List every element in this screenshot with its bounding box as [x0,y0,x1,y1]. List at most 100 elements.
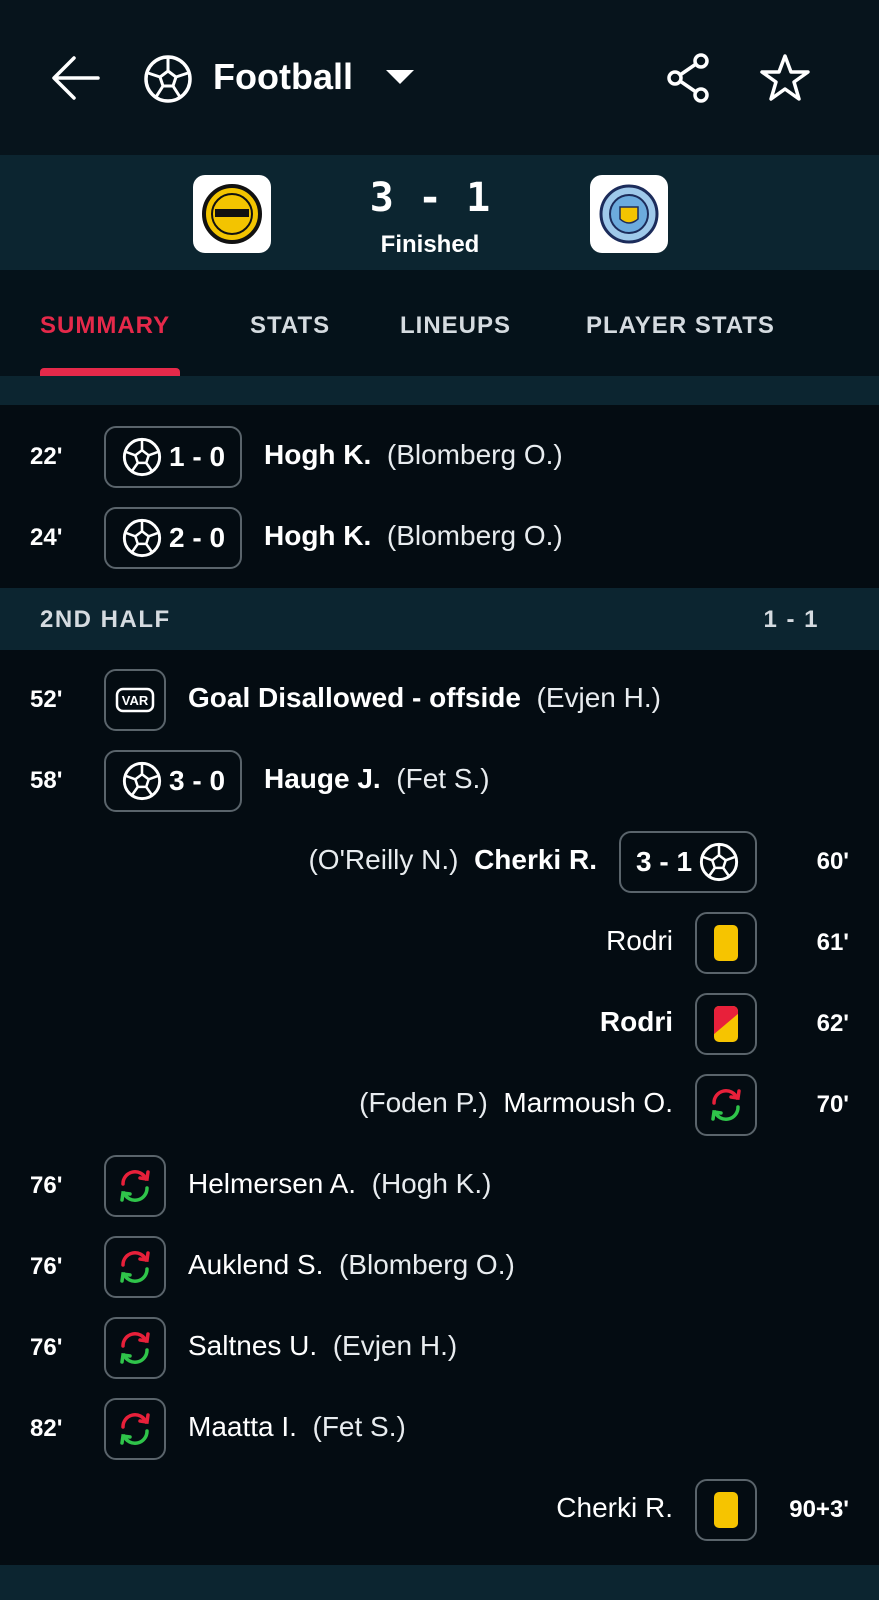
event-player: Hogh K. [264,439,372,470]
event-icon: 3 - 1 [619,831,757,893]
event-text: (O'Reilly N.) Cherki R. [308,843,597,877]
event-detail: (Evjen H.) [332,1330,458,1361]
event-icon [104,1155,166,1217]
event-text: Saltnes U. (Evjen H.) [188,1329,457,1363]
event-text: Maatta I. (Fet S.) [188,1410,406,1444]
event-player: Rodri [606,925,673,956]
sub-icon [115,1409,155,1449]
event-detail: (Blomberg O.) [386,439,563,470]
event-minute: 60' [816,848,849,875]
event-icon [695,1479,757,1541]
away-team-logo[interactable] [590,175,668,253]
event-minute: 62' [816,1010,849,1037]
event-player: Maatta I. [188,1411,297,1442]
event-text: Goal Disallowed - offside (Evjen H.) [188,681,661,715]
event-detail: (Foden P.) [359,1087,488,1118]
event-minute: 70' [816,1091,849,1118]
event-player: Auklend S. [188,1249,324,1280]
event-player: Helmersen A. [188,1168,357,1199]
favorite-button[interactable] [758,52,812,104]
event-text: Hogh K. (Blomberg O.) [264,519,563,553]
share-button[interactable] [664,52,714,104]
sport-icon [144,55,192,103]
event-row: 82' Maatta I. (Fet S.) [0,1398,879,1460]
event-score: 1 - 0 [168,441,226,472]
event-row: 76' Helmersen A. (Hogh K.) [0,1155,879,1217]
event-row: 90+3' Cherki R. [0,1479,879,1541]
event-row: 52' VAR Goal Disallowed - offside (Evjen H… [0,669,879,731]
sub-icon [115,1247,155,1287]
event-player: Marmoush O. [503,1087,673,1118]
event-minute: 52' [30,686,63,713]
tab[interactable]: STATS [250,312,331,339]
event-player: Hogh K. [264,520,372,551]
match-status: Finished [380,231,480,258]
event-icon [104,1398,166,1460]
event-row: 76' Saltnes U. (Evjen H.) [0,1317,879,1379]
goal-icon [121,436,163,478]
yellow-icon [713,924,739,962]
event-minute: 90+3' [789,1496,849,1523]
back-button[interactable] [48,52,104,104]
section-title: 2ND HALF [40,606,171,633]
event-minute: 61' [816,929,849,956]
event-row: 61' Rodri [0,912,879,974]
event-row: 62' Rodri [0,993,879,1055]
event-row: 76' Auklend S. (Blomberg O.) [0,1236,879,1298]
event-detail: (Evjen H.) [536,682,661,713]
event-score: 2 - 0 [168,522,226,553]
event-row: 22' 1 - 0 Hogh K. (Blomberg O.) [0,426,879,488]
event-player: Saltnes U. [188,1330,318,1361]
event-minute: 22' [30,443,63,470]
event-score: 3 - 0 [168,765,226,796]
dropdown-caret[interactable] [386,68,414,86]
event-icon: 2 - 0 [104,507,242,569]
sub-icon [115,1166,155,1206]
event-icon: VAR [104,669,166,731]
event-score: 3 - 1 [635,846,693,877]
section-score: 1 - 1 [763,606,819,633]
tab[interactable]: PLAYER STATS [586,312,775,339]
sub-icon [706,1085,746,1125]
tab[interactable]: LINEUPS [400,312,512,339]
event-text: Rodri [606,924,673,958]
scoreboard: 3 - 1 Finished [0,155,879,270]
event-text: Rodri [600,1005,673,1039]
event-icon [104,1236,166,1298]
tab-bar [0,270,879,376]
event-minute: 58' [30,767,63,794]
event-icon: 1 - 0 [104,426,242,488]
event-detail: (Fet S.) [312,1411,406,1442]
event-minute: 76' [30,1334,63,1361]
section-header: 2ND HALF 1 - 1 [0,588,879,650]
event-text: (Foden P.) Marmoush O. [359,1086,673,1120]
event-text: Hauge J. (Fet S.) [264,762,490,796]
event-text: Hogh K. (Blomberg O.) [264,438,563,472]
svg-text:VAR: VAR [122,693,149,708]
event-player: Hauge J. [264,763,381,794]
event-minute: 76' [30,1253,63,1280]
event-minute: 76' [30,1172,63,1199]
match-score: 3 - 1 [369,175,491,221]
event-detail: (Hogh K.) [371,1168,492,1199]
event-icon [695,993,757,1055]
event-detail: (Blomberg O.) [386,520,563,551]
event-row: 58' 3 - 0 Hauge J. (Fet S.) [0,750,879,812]
tab[interactable]: SUMMARY [40,312,171,339]
goal-icon [121,760,163,802]
event-row: 60' 3 - 1 (O'Reilly N.) Cherki R. [0,831,879,893]
goal-icon [121,517,163,559]
section-header [0,376,879,405]
event-minute: 82' [30,1415,63,1442]
event-text: Helmersen A. (Hogh K.) [188,1167,491,1201]
home-team-logo[interactable] [193,175,271,253]
event-text: Auklend S. (Blomberg O.) [188,1248,515,1282]
red-icon [713,1005,739,1043]
sub-icon [115,1328,155,1368]
goal-icon [698,841,740,883]
event-detail: (Blomberg O.) [338,1249,515,1280]
event-detail: (Fet S.) [396,763,490,794]
event-icon [695,912,757,974]
sport-title[interactable]: Football [213,56,353,97]
